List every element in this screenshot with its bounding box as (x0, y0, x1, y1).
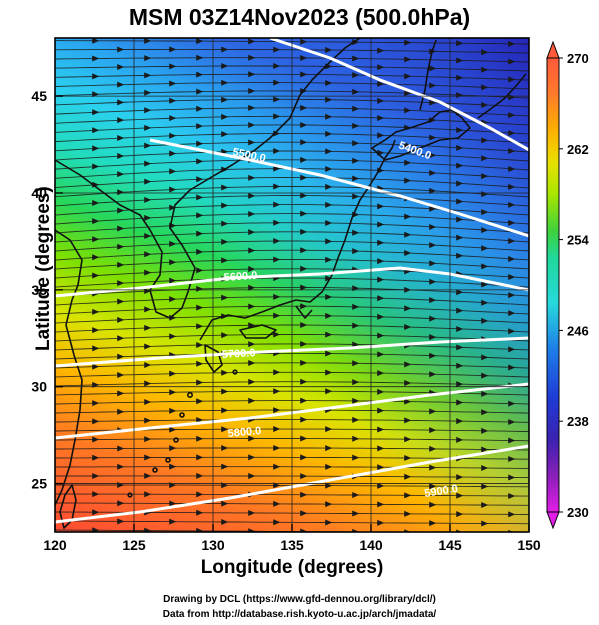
contour-line-5800 (149, 138, 529, 238)
colorbar-tick-label: 230 (567, 505, 589, 520)
chart-title: MSM 03Z14Nov2023 (500.0hPa) (128, 4, 471, 30)
colorbar-bottom-arrow (546, 511, 560, 530)
contour-label-5800: 5800.0 (227, 425, 262, 440)
contour-label-5600: 5600.0 (223, 270, 257, 284)
colorbar-top-arrow (546, 40, 560, 59)
x-axis-label: Longitude (degrees) (200, 557, 384, 578)
x-tick-label: 150 (517, 537, 541, 553)
credits: Drawing by DCL (https://www.gfd-dennou.o… (0, 592, 599, 622)
y-tick-label: 25 (31, 476, 47, 492)
x-tick-label: 135 (280, 537, 304, 553)
coastlines (55, 38, 527, 529)
contour-line-5600 (55, 336, 529, 368)
contour-label-5700: 5700.0 (222, 347, 256, 361)
colorbar-tick-label: 262 (567, 142, 589, 157)
x-tick-label: 130 (201, 537, 225, 553)
y-tick-label: 45 (31, 88, 47, 104)
x-tick-label: 120 (43, 537, 67, 553)
wind-streamlines (55, 38, 529, 532)
colorbar-tick-label: 270 (567, 51, 589, 66)
colorbar-bar (546, 57, 560, 513)
y-axis-ticks: 25 30 35 40 45 (31, 88, 63, 492)
x-tick-label: 125 (122, 537, 146, 553)
colorbar-tick-label: 254 (567, 233, 589, 248)
x-axis-ticks: 120 125 130 135 140 145 150 (43, 524, 541, 553)
credits-line-1: Drawing by DCL (https://www.gfd-dennou.o… (163, 594, 436, 605)
y-tick-label: 40 (31, 185, 47, 201)
x-tick-label: 140 (359, 537, 383, 553)
colorbar-tick-label: 238 (567, 414, 589, 429)
colorbar-tick-label: 246 (567, 323, 589, 338)
contour-line-5400 (55, 444, 529, 524)
contour-line-5900 (269, 38, 529, 152)
colorbar: 270 262 254 246 238 230 (546, 40, 589, 530)
credits-line-2: Data from http://database.rish.kyoto-u.a… (162, 609, 437, 620)
y-tick-label: 35 (31, 282, 47, 298)
x-tick-label: 145 (438, 537, 462, 553)
grid-lines (55, 38, 529, 532)
y-tick-label: 30 (31, 379, 47, 395)
